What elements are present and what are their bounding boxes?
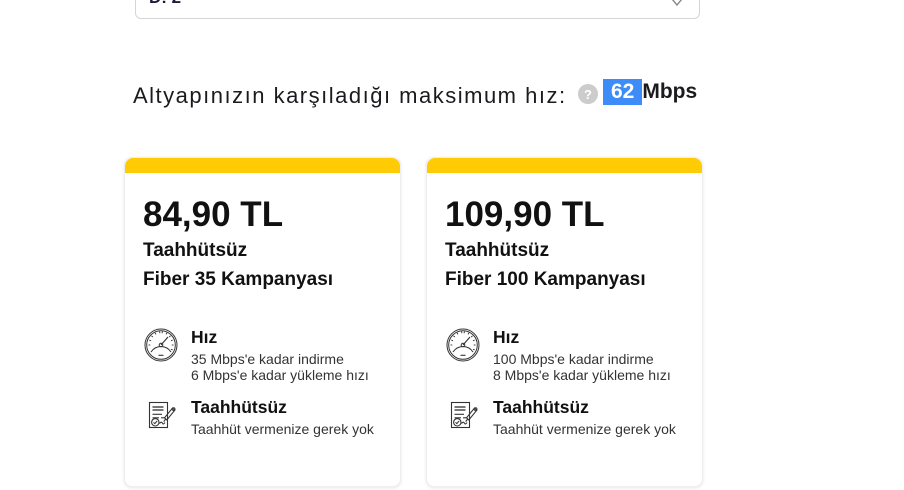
svg-text:?: ? <box>584 87 592 102</box>
